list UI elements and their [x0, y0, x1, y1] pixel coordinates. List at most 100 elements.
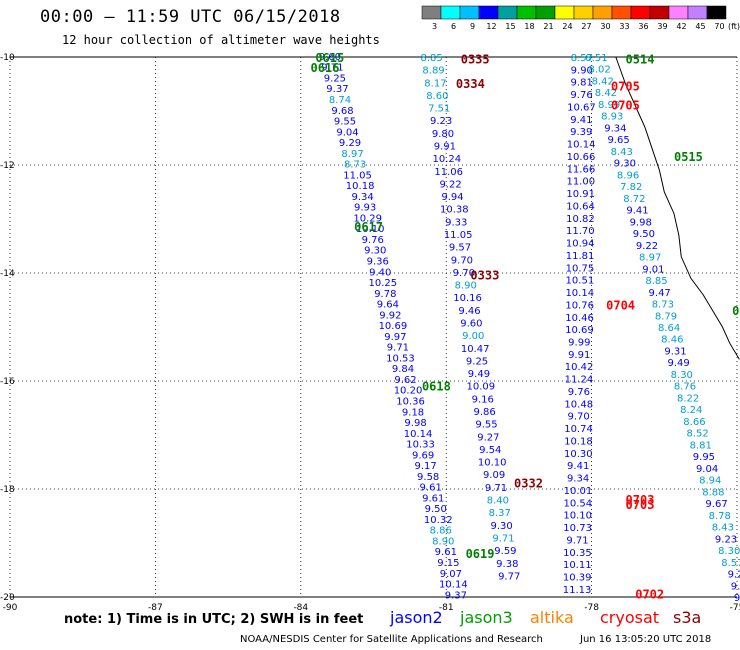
- swh-value: 8.90: [455, 281, 477, 292]
- swh-value: 10.10: [356, 224, 385, 235]
- swh-value: 8.17: [424, 78, 446, 89]
- swh-value: 9.36: [367, 257, 389, 268]
- swh-value: 9.81: [571, 78, 593, 89]
- swh-value: 10.33: [406, 440, 435, 451]
- swh-value: 9.41: [570, 115, 592, 126]
- swh-value: 10.66: [567, 152, 596, 163]
- swh-value: 10.38: [440, 205, 469, 216]
- pass-time-label: 0703: [626, 493, 655, 507]
- note-text: note: 1) Time is in UTC; 2) SWH is in fe…: [64, 612, 364, 627]
- swh-value: 11.05: [444, 230, 473, 241]
- swh-value: 10.47: [461, 344, 490, 355]
- swh-value: 10.82: [566, 214, 595, 225]
- swh-value: 10.69: [565, 325, 594, 336]
- scale-label: 21: [543, 22, 553, 31]
- swh-value: 8.42: [592, 76, 614, 87]
- swh-value: 9.30: [364, 246, 386, 257]
- swh-value: 9.60: [319, 52, 341, 63]
- scale-label: 15: [505, 22, 515, 31]
- swh-value: 8.74: [329, 95, 351, 106]
- swh-value: 10.73: [563, 523, 592, 534]
- swh-value: 9.55: [334, 117, 356, 128]
- swh-value: 9.67: [705, 499, 727, 510]
- swh-value: 10.75: [566, 263, 595, 274]
- swh-value: 8.72: [623, 194, 645, 205]
- swh-value: 9.86: [473, 407, 495, 418]
- swh-value: 9.91: [568, 350, 590, 361]
- swh-value: 9.71: [321, 63, 343, 74]
- swh-value: 9.84: [392, 364, 414, 375]
- scale-swatch: [535, 5, 556, 20]
- legend-cryosat: cryosat: [600, 608, 660, 627]
- swh-value: 9.37: [445, 590, 467, 601]
- swh-value: 9.04: [696, 464, 718, 475]
- swh-value: 8.89: [422, 66, 444, 77]
- swh-value: 9.31: [664, 346, 686, 357]
- swh-value: 10.14: [404, 429, 433, 440]
- pass-time-label: 0702: [635, 587, 664, 601]
- scale-swatch: [630, 5, 651, 20]
- scale-label: 9: [470, 22, 475, 31]
- swh-value: 10.51: [566, 276, 595, 287]
- swh-value: 8.43: [611, 147, 633, 158]
- swh-value: 8.22: [677, 393, 699, 404]
- scale-swatch: [554, 5, 575, 20]
- scale-label: 24: [562, 22, 572, 31]
- swh-value: 8.73: [652, 300, 674, 311]
- pass-time-label: 0703: [626, 498, 655, 512]
- legend-altika: altika: [530, 608, 574, 627]
- swh-value: 9.09: [483, 470, 505, 481]
- swh-value: 9.49: [667, 358, 689, 369]
- swh-value: 8.85: [645, 276, 667, 287]
- footer-credit: NOAA/NESDIS Center for Satellite Applica…: [240, 634, 543, 645]
- swh-value: 10.64: [566, 201, 595, 212]
- swh-value: 8.52: [686, 429, 708, 440]
- swh-value: 9.98: [404, 418, 426, 429]
- lat-tick-label: -20: [0, 593, 15, 603]
- swh-value: 9.90: [571, 65, 593, 76]
- swh-value: 9.22: [636, 241, 658, 252]
- lat-tick-label: -14: [0, 269, 15, 279]
- scale-label: 45: [695, 22, 705, 31]
- swh-value: 9.64: [377, 300, 399, 311]
- swh-value: 8.99: [598, 100, 620, 111]
- swh-value: 10.10: [563, 511, 592, 522]
- swh-value: 9.55: [475, 420, 497, 431]
- scale-label: 30: [600, 22, 610, 31]
- swh-value: 9.71: [485, 483, 507, 494]
- pass-time-label: 0333: [470, 269, 499, 283]
- swh-value: 9.62: [394, 375, 416, 386]
- swh-value: 8.86: [430, 526, 452, 537]
- swh-value: 10.14: [439, 580, 468, 591]
- swh-value: 8.51: [585, 53, 607, 64]
- scale-swatch: [668, 5, 689, 20]
- scale-label: 27: [581, 22, 591, 31]
- swh-value: 10.18: [564, 436, 593, 447]
- swh-value: 10.42: [565, 362, 594, 373]
- swh-value: 9.78: [374, 289, 396, 300]
- swh-value: 9.57: [449, 243, 471, 254]
- swh-value: 9.61: [435, 547, 457, 558]
- scale-swatch: [440, 5, 461, 20]
- lat-tick-label: -10: [0, 53, 15, 63]
- lat-tick-label: -12: [0, 161, 15, 171]
- swh-value: 9.54: [479, 445, 501, 456]
- scale-swatch: [649, 5, 670, 20]
- swh-value: 8.97: [341, 149, 363, 160]
- pass-time-label: 0515: [674, 150, 703, 164]
- swh-value: 10.20: [394, 386, 423, 397]
- swh-value: 9.71: [492, 533, 514, 544]
- swh-value: 9.00: [462, 331, 484, 342]
- scale-label: 33: [619, 22, 629, 31]
- swh-value: 10.39: [563, 573, 592, 584]
- swh-value: 10.36: [396, 396, 425, 407]
- swh-value: 8.85: [421, 53, 443, 64]
- swh-value: 9.65: [607, 135, 629, 146]
- scale-swatch: [592, 5, 613, 20]
- lon-tick-label: -81: [439, 603, 454, 613]
- swh-value: 9.68: [331, 106, 353, 117]
- swh-value: 9.30: [491, 521, 513, 532]
- swh-value: 8.30: [718, 546, 740, 557]
- lon-tick-label: -87: [148, 603, 163, 613]
- swh-value: 8.66: [683, 417, 705, 428]
